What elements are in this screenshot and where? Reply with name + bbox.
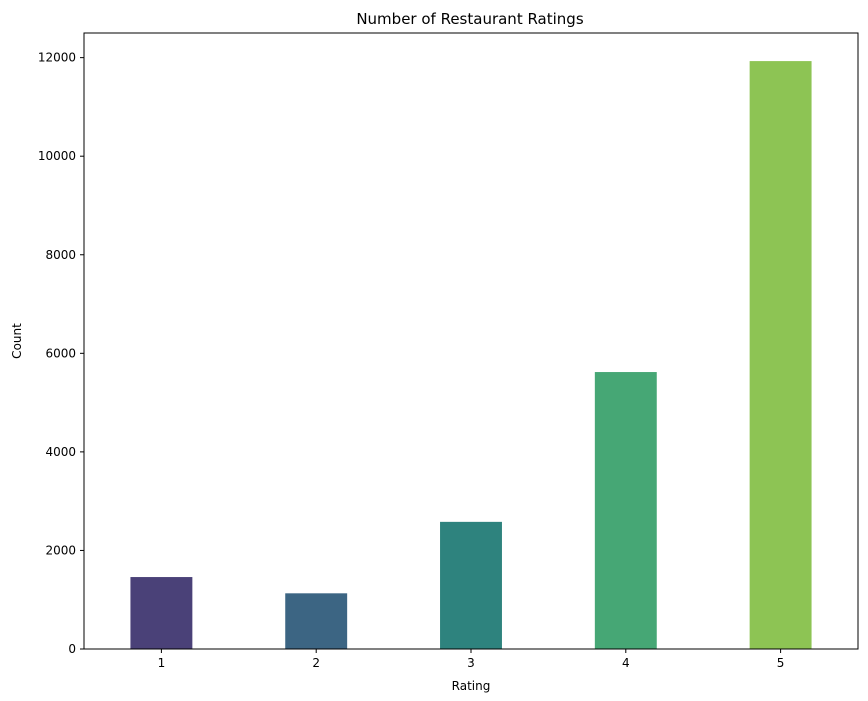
x-tick-label: 3 bbox=[467, 656, 475, 670]
y-tick-label: 2000 bbox=[45, 543, 76, 557]
y-tick-label: 12000 bbox=[38, 51, 76, 65]
y-tick-label: 8000 bbox=[45, 248, 76, 262]
bars-group bbox=[130, 61, 812, 649]
x-axis-label: Rating bbox=[452, 679, 491, 693]
x-tick-label: 2 bbox=[312, 656, 320, 670]
plot-frame bbox=[83, 32, 859, 650]
x-tick-label: 5 bbox=[777, 656, 785, 670]
y-tick-label: 10000 bbox=[38, 149, 76, 163]
x-tick-label: 1 bbox=[158, 656, 166, 670]
bar-rating-2 bbox=[285, 593, 348, 649]
y-axis-ticks: 0 2000 4000 6000 8000 10000 12000 bbox=[38, 51, 84, 656]
x-axis-ticks: 1 2 3 4 5 bbox=[158, 649, 785, 670]
bar-rating-4 bbox=[594, 372, 657, 649]
bar-rating-5 bbox=[749, 61, 812, 649]
bar-rating-3 bbox=[440, 521, 502, 649]
x-tick-label: 4 bbox=[622, 656, 630, 670]
bar-rating-1 bbox=[130, 577, 193, 649]
y-tick-label: 4000 bbox=[45, 445, 76, 459]
y-tick-label: 6000 bbox=[45, 346, 76, 360]
y-axis-label: Count bbox=[10, 323, 24, 359]
chart-title: Number of Restaurant Ratings bbox=[356, 10, 583, 28]
y-tick-label: 0 bbox=[68, 642, 76, 656]
